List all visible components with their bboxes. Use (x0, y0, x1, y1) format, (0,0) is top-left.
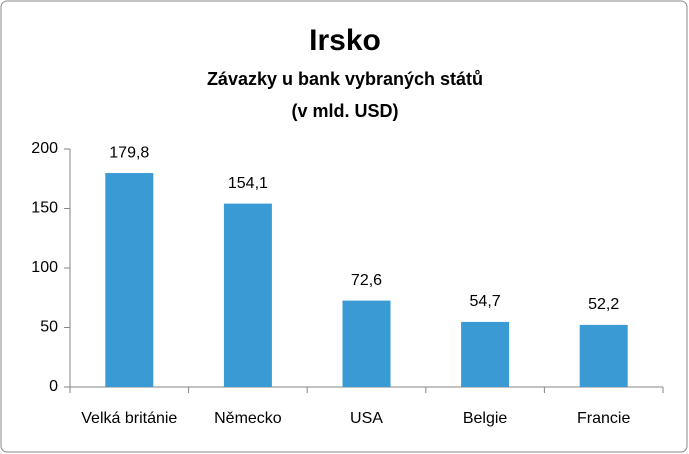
y-tick-label: 200 (31, 140, 58, 157)
chart-subtitle: Závazky u bank vybraných států (207, 69, 483, 89)
y-tick-label: 0 (49, 378, 58, 395)
data-label: 54,7 (470, 293, 501, 310)
bar (579, 324, 628, 387)
y-tick-label: 150 (31, 200, 58, 217)
x-tick-label: USA (350, 410, 383, 427)
bar (461, 321, 510, 387)
chart-title: Irsko (309, 24, 381, 57)
data-label: 154,1 (228, 175, 268, 192)
x-tick-label: Velká británie (81, 410, 177, 427)
y-tick-label: 50 (40, 319, 58, 336)
data-label: 52,2 (588, 296, 619, 313)
bar (105, 173, 154, 387)
bar (342, 300, 391, 387)
bar (223, 203, 272, 387)
x-tick-label: Belgie (463, 410, 508, 427)
data-label: 179,8 (109, 144, 149, 161)
data-label: 72,6 (351, 272, 382, 289)
x-tick-label: Francie (577, 410, 630, 427)
chart-subtitle: (v mld. USD) (291, 101, 398, 121)
x-tick-label: Německo (214, 410, 282, 427)
y-tick-label: 100 (31, 259, 58, 276)
